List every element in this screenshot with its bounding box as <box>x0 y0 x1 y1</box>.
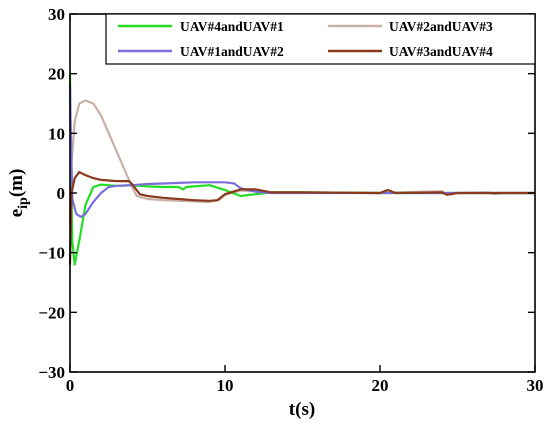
x-axis-label: t(s) <box>289 399 315 420</box>
plot-lines <box>68 73 535 266</box>
series-line-uav-3anduav-4 <box>68 171 535 265</box>
ticks: 0 10 20 30 30 20 10 0 −10 −20 −30 <box>38 5 543 395</box>
y-tick-label: −10 <box>38 244 65 263</box>
x-tick-label: 0 <box>66 376 75 395</box>
x-tick-label: 10 <box>217 376 234 395</box>
y-tick-label: −30 <box>38 363 65 382</box>
x-tick-label: 30 <box>527 376 544 395</box>
y-axis-label: eip(m) <box>6 169 31 218</box>
y-tick-label: −20 <box>38 303 65 322</box>
legend-box <box>105 13 536 65</box>
legend-label-uav4-uav1: UAV#4andUAV#1 <box>180 19 284 34</box>
legend: UAV#4andUAV#1 UAV#2andUAV#3 UAV#1andUAV#… <box>105 13 536 65</box>
legend-label-uav3-uav4: UAV#3andUAV#4 <box>389 44 493 59</box>
legend-label-uav2-uav3: UAV#2andUAV#3 <box>389 19 493 34</box>
series-line-uav-4anduav-1 <box>68 73 535 266</box>
y-tick-label: 30 <box>48 5 65 24</box>
y-axis-label-main: e <box>6 209 27 217</box>
y-axis-label-unit: (m) <box>6 169 27 197</box>
y-tick-label: 0 <box>57 184 66 203</box>
x-tick-label: 20 <box>372 376 389 395</box>
y-tick-label: 20 <box>48 65 65 84</box>
series-line-uav-2anduav-3 <box>68 99 535 223</box>
series-line-uav-1anduav-2 <box>68 85 535 218</box>
legend-label-uav1-uav2: UAV#1andUAV#2 <box>180 44 284 59</box>
y-tick-label: 10 <box>48 124 65 143</box>
y-axis-label-subscript: ip <box>16 197 31 209</box>
